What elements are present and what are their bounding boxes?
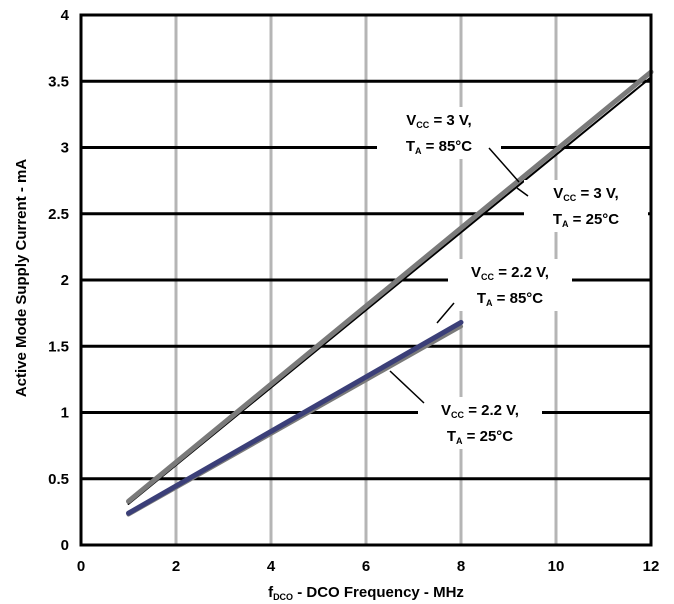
x-tick-label: 12	[643, 558, 660, 575]
x-tick-label: 2	[172, 558, 180, 575]
y-tick-label: 4	[61, 7, 70, 24]
annotation-4: VCC = 2.2 V, TA = 25°C	[389, 370, 542, 449]
annotation-bg	[524, 180, 648, 232]
x-tick-label: 6	[362, 558, 370, 575]
annotation-text: TA = 85°C	[477, 290, 543, 308]
annotation-text: VCC = 2.2 V,	[471, 264, 549, 282]
y-tick-label: 3	[61, 140, 69, 157]
x-axis-title: fDCO - DCO Frequency - MHz	[268, 584, 464, 602]
x-tick-label: 4	[267, 558, 276, 575]
y-tick-label: 3.5	[48, 73, 69, 90]
annotation-bg	[448, 259, 572, 311]
annotation-1: VCC = 3 V, TA = 85°C	[377, 107, 520, 183]
y-tick-label: 0.5	[48, 471, 69, 488]
series-line-3	[126, 319, 464, 516]
annotation-text: TA = 85°C	[406, 138, 472, 156]
leader-line	[436, 302, 455, 324]
y-tick-label: 1	[61, 405, 69, 422]
annotation-text: TA = 25°C	[447, 428, 513, 446]
annotation-text: TA = 25°C	[553, 211, 619, 229]
leader-line	[389, 370, 425, 404]
y-tick-label: 0	[61, 537, 69, 554]
y-axis-title: Active Mode Supply Current - mA	[13, 159, 30, 398]
annotation-bg	[418, 397, 542, 449]
series-line-1	[126, 69, 654, 504]
x-tick-label: 10	[548, 558, 565, 575]
x-axis-title-rest: - DCO Frequency - MHz	[293, 584, 464, 601]
x-tick-label: 8	[457, 558, 465, 575]
leader-line	[516, 187, 529, 197]
leader-line	[488, 147, 520, 183]
x-tick-label: 0	[77, 558, 85, 575]
annotation-3: VCC = 2.2 V, TA = 85°C	[436, 259, 572, 324]
annotation-bg	[377, 107, 501, 159]
plot-border	[79, 13, 653, 547]
x-axis-title-sub: DCO	[273, 592, 293, 602]
plot-frame	[79, 13, 653, 547]
x-axis-title-main: f	[268, 584, 274, 601]
annotation-text: VCC = 2.2 V,	[441, 402, 519, 420]
y-tick-label: 2.5	[48, 206, 69, 223]
tick-labels: 0 2 4 6 8 10 12 0 0.5 1 1.5 2 2.5 3 3.5 4	[48, 7, 659, 575]
series-layer	[126, 69, 654, 517]
annotation-2: VCC = 3 V, TA = 25°C	[516, 180, 648, 232]
annotation-text: VCC = 3 V,	[553, 185, 618, 203]
y-tick-label: 2	[61, 272, 69, 289]
annotation-text: VCC = 3 V,	[406, 112, 471, 130]
y-tick-label: 1.5	[48, 338, 69, 355]
